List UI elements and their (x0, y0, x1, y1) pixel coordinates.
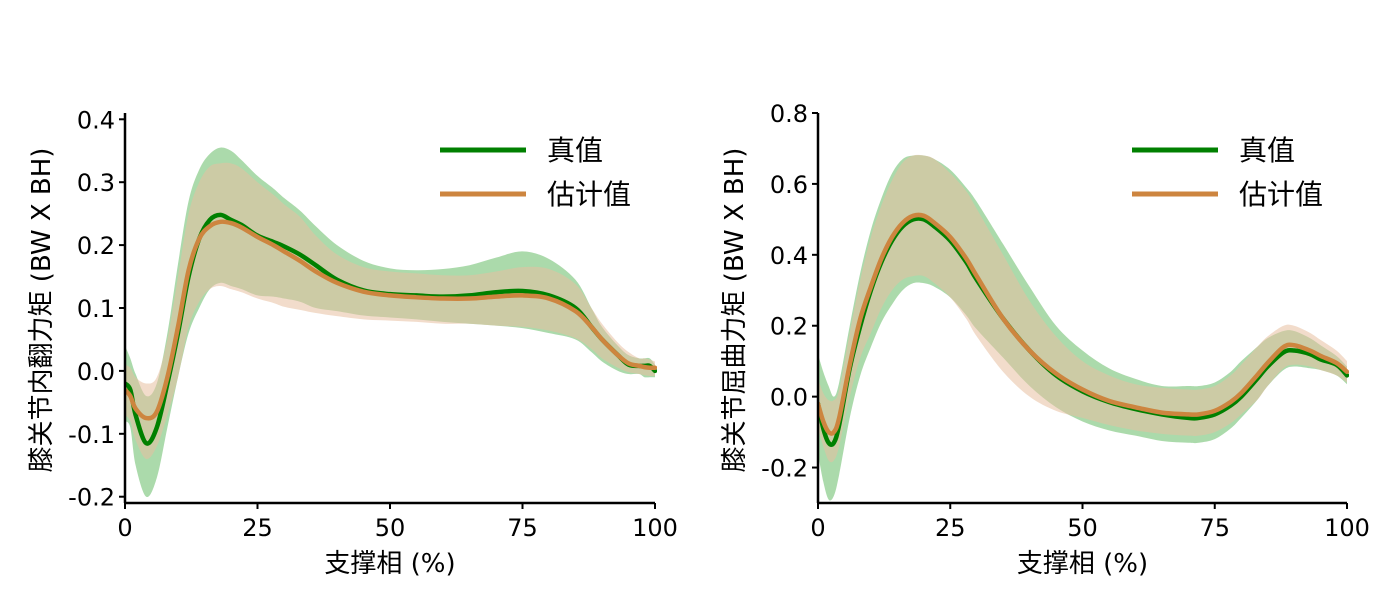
x-tick-label: 100 (1324, 514, 1370, 542)
series-1-mean-line (125, 219, 657, 421)
x-tick-label: 50 (375, 514, 406, 542)
knee-adduction-moment-chart: 0 25 50 75 100 -0.2 -0.1 0.0 0.1 0.2 0.3 0.4 支撑相 (%)… (27, 106, 678, 579)
knee-flexion-moment-chart: 0 25 50 75 100 -0.2 0.0 0.2 0.4 0.6 0.8 支撑相 (%) 膝关节屈… (720, 100, 1370, 579)
legend-label-0: 真值 (547, 134, 603, 167)
legend-label-1: 估计值 (547, 178, 631, 211)
y-tick-label: 0.0 (770, 384, 808, 412)
y-tick-label: 0.0 (77, 358, 115, 386)
series-1-std-band (818, 154, 1347, 463)
x-tick-label: 75 (507, 514, 538, 542)
legend-label-0: 真值 (1239, 134, 1295, 167)
y-axis-label: 膝关节内翻力矩 (BW X BH) (27, 148, 57, 473)
y-tick-label: 0.1 (77, 295, 115, 323)
legend-label-1: 估计值 (1239, 178, 1323, 211)
y-tick-label: 0.3 (77, 169, 115, 197)
y-tick-label: -0.2 (68, 484, 115, 512)
y-tick-label: 0.2 (770, 313, 808, 341)
x-tick-label: 75 (1199, 514, 1230, 542)
plot-area (125, 147, 657, 498)
plot-area (818, 154, 1349, 501)
y-tick-label: 0.2 (77, 232, 115, 260)
x-tick-label: 100 (632, 514, 678, 542)
y-tick-label: 0.4 (77, 106, 115, 134)
x-tick-label: 0 (810, 514, 825, 542)
y-tick-label: 0.6 (770, 171, 808, 199)
y-tick-label: -0.1 (68, 421, 115, 449)
x-tick-label: 0 (117, 514, 132, 542)
x-tick-label: 25 (242, 514, 273, 542)
x-axis-label: 支撑相 (%) (1017, 549, 1148, 579)
y-tick-label: -0.2 (761, 455, 808, 483)
x-tick-label: 25 (935, 514, 966, 542)
y-tick-label: 0.4 (770, 242, 808, 270)
y-axis-label: 膝关节屈曲力矩 (BW X BH) (720, 148, 750, 473)
x-axis-label: 支撑相 (%) (324, 549, 455, 579)
x-tick-label: 50 (1067, 514, 1098, 542)
series-1-mean-line (818, 212, 1349, 436)
y-tick-label: 0.8 (770, 100, 808, 128)
